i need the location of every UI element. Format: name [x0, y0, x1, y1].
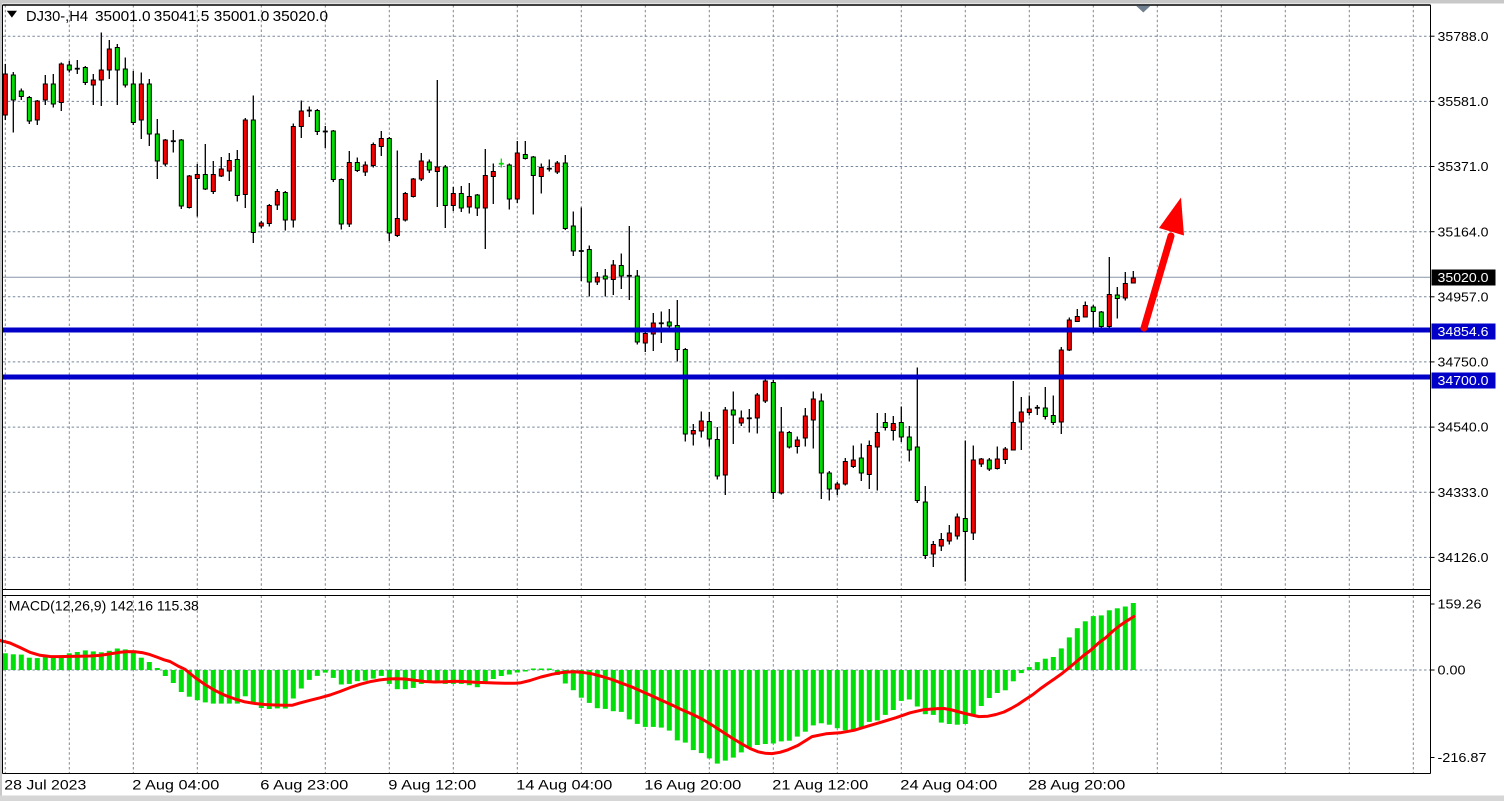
- svg-text:34700.0: 34700.0: [1438, 373, 1489, 388]
- svg-text:34957.0: 34957.0: [1438, 289, 1489, 304]
- svg-text:34126.0: 34126.0: [1438, 550, 1489, 565]
- svg-text:28 Jul 2023: 28 Jul 2023: [4, 777, 86, 793]
- svg-text:14 Aug 04:00: 14 Aug 04:00: [516, 777, 612, 793]
- svg-text:24 Aug 04:00: 24 Aug 04:00: [900, 777, 997, 793]
- svg-text:35581.0: 35581.0: [1438, 94, 1489, 109]
- svg-text:-216.87: -216.87: [1438, 750, 1487, 765]
- svg-text:34540.0: 34540.0: [1438, 420, 1489, 435]
- svg-text:35001.0: 35001.0: [214, 8, 269, 25]
- svg-text:35041.5: 35041.5: [154, 8, 210, 25]
- svg-text:28 Aug 20:00: 28 Aug 20:00: [1028, 777, 1125, 793]
- svg-text:DJ30-,H4: DJ30-,H4: [26, 8, 88, 25]
- svg-text:35001.0: 35001.0: [95, 8, 151, 25]
- svg-text:9 Aug 12:00: 9 Aug 12:00: [388, 777, 476, 793]
- svg-text:34333.0: 34333.0: [1438, 485, 1489, 500]
- svg-text:35788.0: 35788.0: [1438, 29, 1489, 44]
- svg-text:34750.0: 34750.0: [1438, 355, 1489, 370]
- svg-text:35371.0: 35371.0: [1438, 159, 1489, 174]
- svg-text:6 Aug 23:00: 6 Aug 23:00: [260, 777, 348, 793]
- svg-text:21 Aug 12:00: 21 Aug 12:00: [772, 777, 868, 793]
- svg-text:35020.0: 35020.0: [273, 8, 329, 25]
- svg-text:35164.0: 35164.0: [1438, 224, 1489, 239]
- svg-text:34854.6: 34854.6: [1438, 324, 1489, 339]
- svg-text:2 Aug 04:00: 2 Aug 04:00: [132, 777, 219, 793]
- svg-text:MACD(12,26,9) 142.16 115.38: MACD(12,26,9) 142.16 115.38: [9, 598, 199, 614]
- svg-text:16 Aug 20:00: 16 Aug 20:00: [644, 777, 741, 793]
- svg-text:0.00: 0.00: [1438, 663, 1466, 678]
- svg-text:35020.0: 35020.0: [1438, 270, 1489, 285]
- svg-text:159.26: 159.26: [1438, 597, 1482, 612]
